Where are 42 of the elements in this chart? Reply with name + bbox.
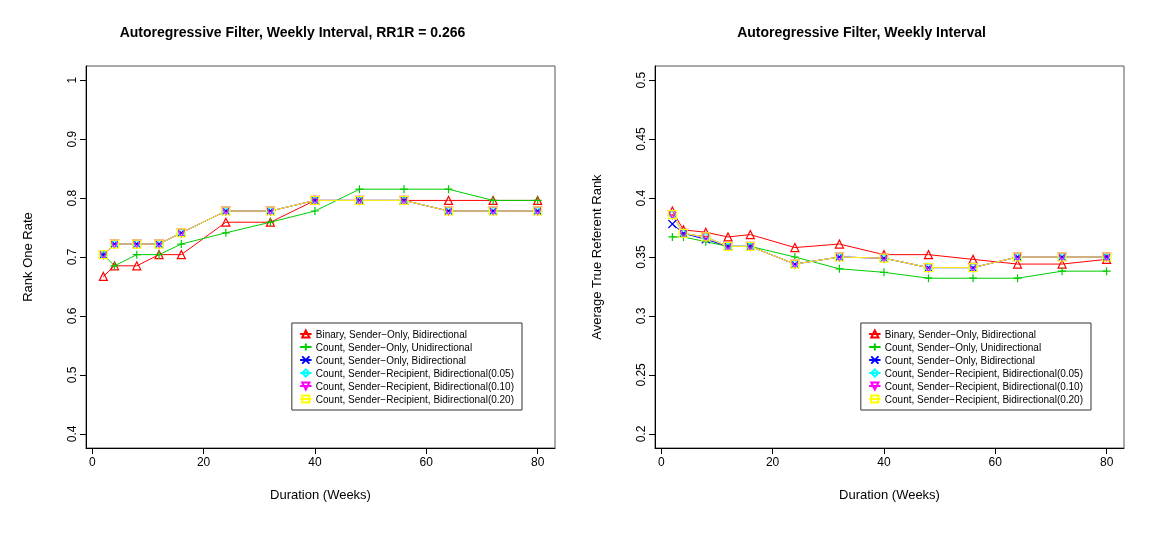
x-tick-label: 20	[765, 455, 780, 469]
y-tick-label: 0.45	[634, 127, 648, 151]
y-tick-label: 0.5	[65, 366, 79, 384]
y-tick-label: 0.35	[634, 245, 648, 269]
y-tick-label: 0.6	[65, 307, 79, 325]
y-tick-label: 0.2	[634, 425, 648, 443]
y-tick-label: 0.3	[634, 307, 648, 325]
x-tick-label: 60	[988, 455, 1003, 469]
legend-label: Count, Sender−Recipient, Bidirectional(0.10)	[884, 380, 1083, 392]
legend-label: Count, Sender−Only, Bidirectional	[884, 354, 1036, 366]
x-tick-label: 0	[657, 455, 665, 469]
y-axis-title: Average True Referent Rank	[589, 173, 604, 340]
x-tick-label: 60	[419, 455, 434, 469]
y-tick-label: 0.25	[634, 362, 648, 387]
legend-label: Count, Sender−Only, Bidirectional	[315, 354, 467, 366]
y-axis-title: Rank One Rate	[20, 212, 35, 302]
x-tick-label: 0	[88, 455, 96, 469]
x-tick-label: 40	[308, 455, 322, 469]
y-tick-label: 0.4	[65, 425, 79, 443]
legend-label: Binary, Sender−Only, Bidirectional	[315, 328, 467, 340]
legend-label: Count, Sender−Recipient, Bidirectional(0.05)	[315, 367, 514, 379]
x-axis-title: Duration (Weeks)	[270, 487, 371, 502]
chart-title: Autoregressive Filter, Weekly Interval	[737, 24, 986, 40]
y-tick-label: 0.9	[65, 130, 79, 148]
y-tick-label: 0.5	[634, 71, 648, 89]
y-tick-label: 0.7	[65, 248, 79, 266]
x-tick-label: 20	[196, 455, 211, 469]
legend-label: Count, Sender−Recipient, Bidirectional(0.10)	[315, 380, 514, 392]
legend-label: Count, Sender−Only, Unidirectional	[884, 341, 1042, 353]
legend-label: Count, Sender−Recipient, Bidirectional(0.20)	[884, 393, 1083, 405]
legend-label: Count, Sender−Only, Unidirectional	[315, 341, 473, 353]
legend-label: Binary, Sender−Only, Bidirectional	[884, 328, 1036, 340]
x-tick-label: 80	[1099, 455, 1114, 469]
legend-label: Count, Sender−Recipient, Bidirectional(0.05)	[884, 367, 1083, 379]
y-tick-label: 0.4	[634, 189, 648, 207]
x-tick-label: 40	[877, 455, 891, 469]
chart-title: Autoregressive Filter, Weekly Interval, RR1R = 0.266	[119, 24, 466, 40]
x-axis-title: Duration (Weeks)	[839, 487, 940, 502]
x-tick-label: 80	[530, 455, 545, 469]
y-tick-label: 0.8	[65, 189, 79, 207]
legend-label: Count, Sender−Recipient, Bidirectional(0.20)	[315, 393, 514, 405]
y-tick-label: 1	[65, 76, 79, 84]
